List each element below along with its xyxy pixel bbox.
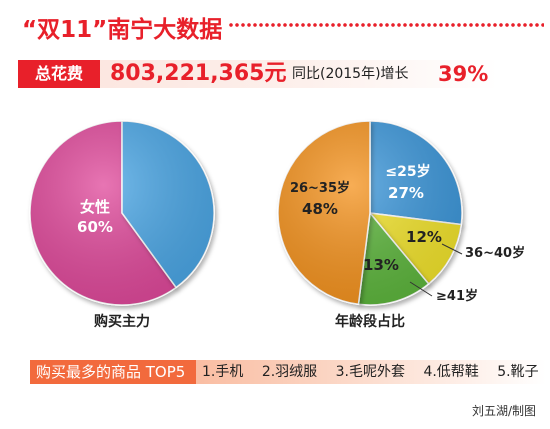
callout-line (409, 281, 433, 297)
age-pie-chart: ≤25岁 27% 12% 13% 26~35岁 48% 36~40岁 ≥41岁 (277, 120, 525, 306)
pie-slice-label: 26~35岁 (290, 180, 350, 196)
pie-slice-value: 48% (302, 200, 338, 218)
pie-slice-value: 27% (388, 184, 424, 202)
top5-items: 1.手机 2.羽绒服 3.毛呢外套 4.低帮鞋 5.靴子 (202, 360, 550, 384)
pie-callout-label: ≥41岁 (436, 288, 478, 304)
pie-shading (278, 121, 462, 305)
credit: 刘五湖/制图 (472, 404, 537, 418)
page-title: “双11”南宁大数据 (22, 17, 223, 43)
title-dotted-rule (228, 22, 544, 28)
pie-slice-value: 60% (77, 218, 113, 236)
callout-line (441, 243, 463, 255)
header: “双11”南宁大数据 (6, 6, 546, 43)
total-spend-bar: 总花费 803,221,365元 同比(2015年)增长 39% (18, 60, 498, 88)
top5-bar: 购买最多的商品 TOP5 1.手机 2.羽绒服 3.毛呢外套 4.低帮鞋 5.靴… (30, 360, 546, 384)
top5-item: 3.毛呢外套 (335, 364, 405, 380)
age-pie-title: 年龄段占比 (335, 313, 405, 330)
pie-callout-label: 36~40岁 (465, 245, 525, 261)
top5-label: 购买最多的商品 TOP5 (30, 360, 196, 384)
gender-pie-title: 购买主力 (94, 313, 150, 330)
top5-item: 2.羽绒服 (261, 364, 318, 380)
pie-shading (30, 121, 214, 305)
pie-slice-value: 12% (406, 228, 442, 246)
top5-item: 4.低帮鞋 (423, 364, 479, 380)
pie-slice-value: 13% (363, 256, 399, 274)
gender-pie-chart: 女性 60% (29, 120, 215, 306)
yoy-text: 同比(2015年)增长 (292, 66, 409, 82)
top5-item: 1.手机 (202, 364, 244, 380)
pie-slice-label: ≤25岁 (385, 163, 430, 180)
yoy-percent: 39% (438, 62, 489, 86)
total-spend-value: 803,221,365元 (110, 61, 287, 86)
top5-item: 5.靴子 (497, 364, 539, 380)
total-spend-label: 总花费 (18, 60, 100, 88)
pie-slice-label: 女性 (80, 198, 110, 216)
